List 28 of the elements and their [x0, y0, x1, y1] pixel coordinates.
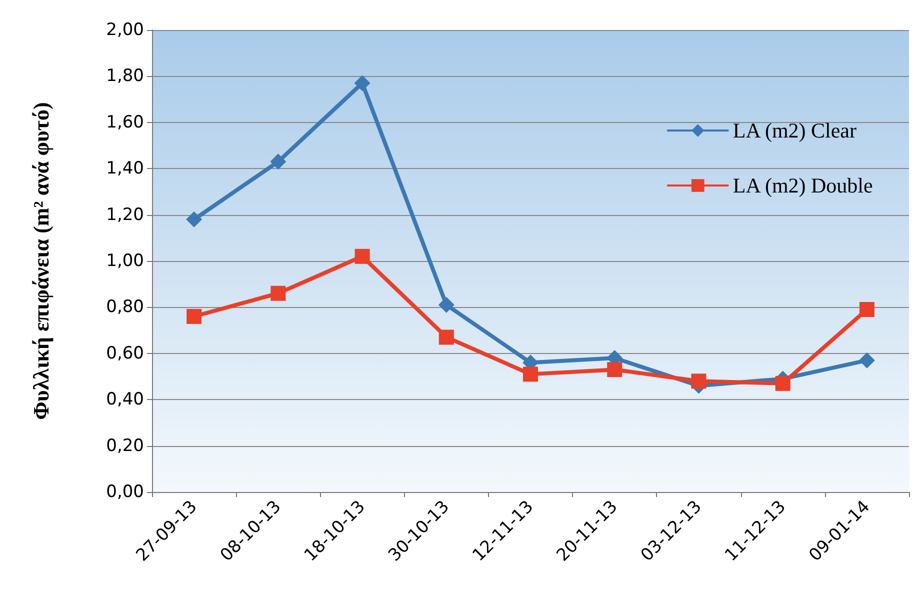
legend-label: LA (m2) Double: [732, 174, 873, 198]
point: [186, 308, 202, 324]
y-tick-label: 1,60: [106, 112, 144, 132]
y-axis-title: Φυλλική επιφάνεια (m² ανά φυτό): [28, 102, 54, 420]
y-tick-label: 0,20: [106, 436, 144, 456]
y-tick-label: 0,00: [106, 482, 144, 502]
point: [859, 302, 874, 318]
y-tick-label: 0,40: [106, 390, 144, 410]
legend-label: LA (m2) Clear: [732, 118, 857, 142]
point: [270, 286, 286, 301]
y-tick-label: 0,80: [106, 297, 144, 318]
y-tick-label: 1,20: [106, 204, 144, 225]
point: [438, 330, 454, 345]
point: [691, 374, 706, 389]
point: [523, 366, 538, 382]
point: [354, 75, 370, 92]
point: [186, 211, 202, 228]
point: [858, 352, 875, 368]
y-tick-label: 0,60: [106, 343, 144, 364]
point: [354, 248, 370, 264]
point: [607, 362, 622, 378]
y-tick-label: 1,80: [106, 66, 144, 86]
y-tick-label: 2,00: [106, 20, 144, 40]
y-tick-label: 1,40: [106, 158, 144, 179]
point: [438, 296, 454, 313]
point: [775, 376, 790, 391]
y-tick-label: 1,00: [106, 251, 144, 271]
point: [270, 154, 286, 170]
